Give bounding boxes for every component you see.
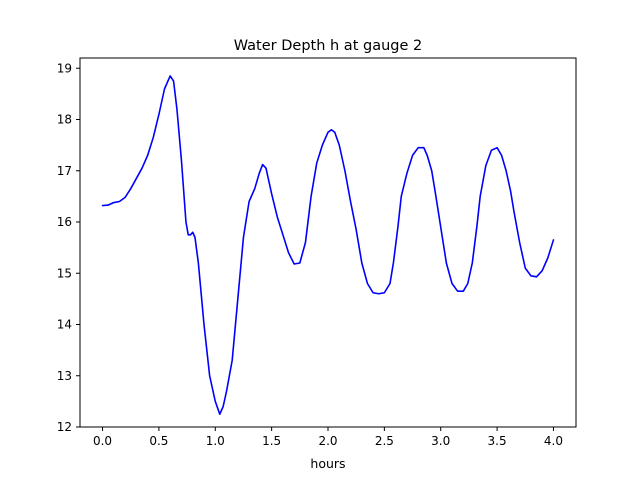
x-tick-label: 4.0 <box>544 434 563 448</box>
y-tick-label: 16 <box>57 215 72 229</box>
y-tick-label: 18 <box>57 113 72 127</box>
x-axis-ticks: 0.0 0.5 1.0 1.5 2.0 2.5 3.0 3.5 4.0 <box>93 427 563 448</box>
y-tick-label: 13 <box>57 369 72 383</box>
x-axis-label: hours <box>310 456 345 471</box>
y-tick-label: 14 <box>57 318 72 332</box>
x-tick-label: 0.0 <box>93 434 112 448</box>
y-axis-ticks: 12 13 14 15 16 17 18 19 <box>57 61 80 434</box>
x-tick-label: 3.5 <box>488 434 507 448</box>
y-tick-label: 15 <box>57 266 72 280</box>
y-tick-label: 19 <box>57 61 72 75</box>
y-tick-label: 17 <box>57 164 72 178</box>
x-tick-label: 3.0 <box>431 434 450 448</box>
chart-title: Water Depth h at gauge 2 <box>234 38 422 54</box>
series-line <box>101 75 555 415</box>
x-tick-label: 1.5 <box>262 434 281 448</box>
plot-area <box>79 57 577 428</box>
x-tick-label: 0.5 <box>149 434 168 448</box>
x-tick-label: 2.5 <box>375 434 394 448</box>
x-tick-label: 1.0 <box>206 434 225 448</box>
x-tick-label: 2.0 <box>318 434 337 448</box>
y-tick-label: 12 <box>57 420 72 434</box>
axes-frame <box>79 57 577 428</box>
